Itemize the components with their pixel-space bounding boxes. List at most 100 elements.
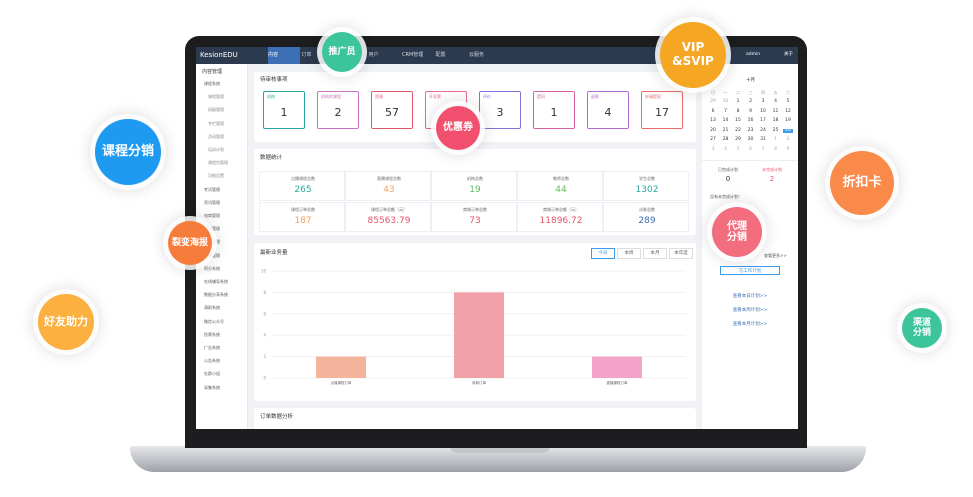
calendar-day[interactable]: 23 <box>747 127 754 133</box>
chart-tab[interactable]: 本月 <box>643 248 667 259</box>
nav-item[interactable]: 用户 <box>368 52 379 58</box>
x-tick-label: 商城订单 <box>472 380 486 385</box>
calendar-day[interactable]: 12 <box>785 108 791 114</box>
nav-item[interactable]: CRM管理 <box>402 52 424 58</box>
pending-card[interactable]: 提问 1 <box>533 91 575 129</box>
calendar-day[interactable]: 18 <box>772 118 779 123</box>
sidebar-item[interactable]: 专栏管理 <box>208 120 224 126</box>
stat-cell: 商城订单总额（元） 11896.72 <box>517 202 603 232</box>
nav-item[interactable]: 云服务 <box>469 52 485 58</box>
chart-tab[interactable]: 本年度 <box>669 248 693 259</box>
sidebar-item[interactable]: 社群小组 <box>204 371 220 377</box>
calendar-day[interactable]: 4 <box>774 99 777 104</box>
sidebar-item[interactable]: 培训计划 <box>208 147 224 152</box>
sidebar-item[interactable]: 活动管理 <box>208 133 224 139</box>
calendar-day[interactable]: 19 <box>785 118 791 123</box>
calendar-day[interactable]: 28 <box>722 137 729 142</box>
sidebar-item[interactable]: 功能设置 <box>208 173 224 179</box>
chart-tab[interactable]: 本周 <box>617 248 641 259</box>
calendar-day[interactable]: 24 <box>760 127 766 133</box>
card-label: 退款 <box>591 94 599 99</box>
calendar-day[interactable]: 7 <box>724 108 727 114</box>
write-plan-button[interactable]: 写工作计划 <box>720 266 780 275</box>
calendar-day[interactable]: 29 <box>735 137 741 142</box>
stat-label: 试卷总数 <box>639 207 655 212</box>
pending-card[interactable]: 评价 3 <box>479 91 521 129</box>
calendar-day[interactable]: 8 <box>736 108 740 114</box>
card-value: 3 <box>496 106 504 119</box>
sidebar-item[interactable]: 课程管理 <box>208 94 224 100</box>
sidebar-item[interactable]: 投票系统 <box>204 331 220 337</box>
nav-item[interactable]: 配置 <box>435 52 446 58</box>
pending-card[interactable]: 退款 4 <box>587 91 629 129</box>
calendar-day[interactable]: 6 <box>711 108 715 114</box>
calendar-day[interactable]: 15 <box>735 118 741 123</box>
calendar-day[interactable]: 14 <box>722 118 729 123</box>
calendar-day[interactable]: 6 <box>749 146 752 152</box>
calendar-day[interactable]: 11 <box>772 108 779 114</box>
sidebar-item[interactable]: 积分系统 <box>204 265 220 271</box>
calendar-day[interactable]: 26 <box>783 128 793 133</box>
nav-item[interactable]: 订单 <box>301 52 312 58</box>
calendar-day[interactable]: 9 <box>749 108 752 114</box>
sidebar-item[interactable]: 数据分享系统 <box>204 292 228 298</box>
calendar-day[interactable]: 17 <box>760 118 766 123</box>
calendar-day[interactable]: 21 <box>722 127 729 133</box>
calendar-day[interactable]: 20 <box>710 127 716 133</box>
card-value: 17 <box>655 106 669 119</box>
calendar-day[interactable]: 10 <box>760 108 766 114</box>
sidebar-item[interactable]: 在线辅导系统 <box>204 279 228 284</box>
sidebar-item[interactable]: 公告系统 <box>204 358 220 364</box>
sidebar-item[interactable]: 演职系统 <box>204 305 220 311</box>
sidebar-item[interactable]: 电商管理 <box>204 213 220 218</box>
calendar-day[interactable]: 27 <box>710 137 716 142</box>
stat-cell: 课程订单总数 187 <box>259 202 345 232</box>
pending-card[interactable]: 机构的课程 2 <box>317 91 359 129</box>
calendar-day[interactable]: 1 <box>736 99 740 104</box>
pending-card[interactable]: 申请提现 17 <box>641 91 683 129</box>
calendar-day[interactable]: 13 <box>710 118 716 123</box>
pending-card[interactable]: 资源 57 <box>371 91 413 129</box>
sidebar-item[interactable]: 问答管理 <box>204 226 220 232</box>
plan-link[interactable]: 查看本月计划>> <box>732 322 768 327</box>
calendar-day[interactable]: 25 <box>772 127 779 133</box>
more-link[interactable]: 查看更多>> <box>764 253 787 258</box>
plan-link[interactable]: 查看本周计划>> <box>732 308 768 313</box>
sidebar-item[interactable]: 课程包管理 <box>208 160 228 166</box>
calendar-day[interactable]: 1 <box>774 137 777 142</box>
calendar-day[interactable]: 3 <box>711 146 715 152</box>
pending-card[interactable]: 机构 1 <box>263 91 305 129</box>
about[interactable]: 关于 <box>784 52 793 57</box>
sidebar-item[interactable]: 微信公众号 <box>204 318 224 324</box>
sidebar-item[interactable]: 资讯管理 <box>204 199 220 205</box>
calendar-day[interactable]: 5 <box>736 146 740 152</box>
calendar-day[interactable]: 2 <box>749 99 752 104</box>
stat-label: 点播课程总数 <box>291 176 315 181</box>
calendar-day[interactable]: 29 <box>710 99 716 104</box>
chart-tab[interactable]: 今日 <box>591 248 615 259</box>
calendar-day[interactable]: 30 <box>722 99 729 104</box>
nav-item[interactable]: 内容 <box>268 47 300 64</box>
calendar-day[interactable]: 30 <box>747 137 754 142</box>
calendar-day[interactable]: 5 <box>786 99 790 104</box>
calendar-day[interactable]: 9 <box>786 146 790 152</box>
calendar-day[interactable]: 7 <box>761 146 765 152</box>
calendar-day[interactable]: 16 <box>747 118 754 123</box>
bubble-text: 优惠券 <box>443 122 473 134</box>
sidebar-item[interactable]: 课程系统 <box>204 81 220 86</box>
calendar-day[interactable]: 8 <box>774 146 777 152</box>
calendar-day[interactable]: 22 <box>735 127 741 133</box>
calendar-day[interactable]: 3 <box>761 99 765 104</box>
sidebar-item[interactable]: 班级管理 <box>208 107 224 113</box>
sidebar-item[interactable]: 直播管理 <box>204 252 220 258</box>
plan-link[interactable]: 查看本日计划>> <box>732 294 768 299</box>
sidebar-item[interactable]: 问卷管理 <box>204 239 220 245</box>
calendar-day[interactable]: 2 <box>786 137 790 142</box>
stat-value: 19 <box>469 185 481 195</box>
user-menu[interactable]: admin <box>746 52 761 57</box>
sidebar-item[interactable]: 考试管理 <box>204 186 220 192</box>
sidebar-item[interactable]: 采集系统 <box>204 384 220 390</box>
sidebar-item[interactable]: 广告系统 <box>204 345 220 350</box>
calendar-day[interactable]: 31 <box>760 137 766 142</box>
calendar-day[interactable]: 4 <box>724 146 727 152</box>
